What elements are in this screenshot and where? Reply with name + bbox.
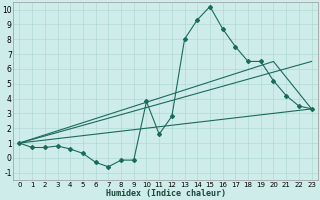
X-axis label: Humidex (Indice chaleur): Humidex (Indice chaleur) xyxy=(106,189,226,198)
